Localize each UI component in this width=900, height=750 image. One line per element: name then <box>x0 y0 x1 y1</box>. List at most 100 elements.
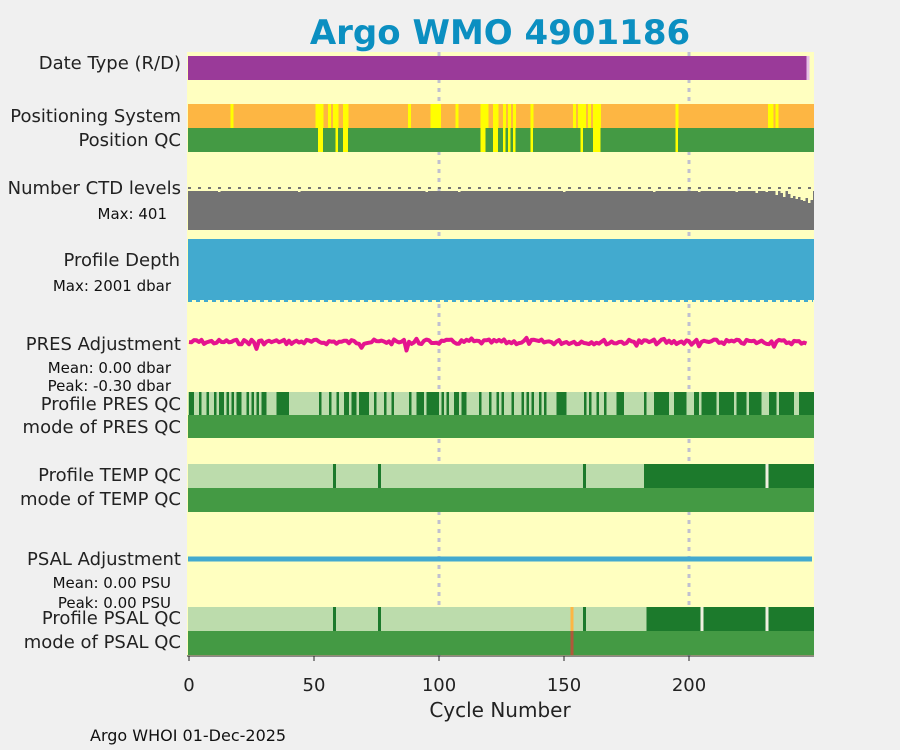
profile-pres-qc-mark <box>374 392 377 415</box>
ctd-level-notch <box>805 187 808 198</box>
positioning-system-flag <box>530 104 534 128</box>
label-mode-psal-qc: mode of PSAL QC <box>24 632 181 653</box>
profile-pres-qc-mark <box>279 392 282 415</box>
ctd-level-notch <box>735 187 738 192</box>
ctd-level-notch <box>653 187 656 192</box>
profile-pres-qc-mark <box>354 392 357 415</box>
label-positioning-system: Positioning System <box>10 106 181 127</box>
positioning-system-flag <box>315 104 319 128</box>
profile-pres-qc-mark <box>539 392 542 415</box>
profile-pres-qc-mark <box>364 392 367 415</box>
profile-pres-qc-mark <box>654 392 657 415</box>
profile-psal-qc-marker <box>583 607 586 631</box>
profile-pres-qc-mark <box>784 392 787 415</box>
ctd-level-notch <box>698 187 701 192</box>
mode-psal-qc-flag <box>570 631 574 655</box>
profile-temp-qc-marker <box>765 464 769 488</box>
profile-pres-qc-mark <box>336 392 339 415</box>
positioning-system-flag <box>578 104 581 128</box>
profile-pres-qc-mark <box>694 392 697 415</box>
positioning-system-flag <box>480 104 484 128</box>
ctd-level-notch <box>765 187 768 192</box>
label-ctd-levels: Number CTD levels <box>8 178 181 199</box>
profile-pres-qc-mark <box>246 392 249 415</box>
positioning-system-flag <box>433 104 436 128</box>
ctd-level-notch <box>808 187 811 203</box>
profile-pres-qc-mark <box>446 392 449 415</box>
profile-pres-qc-mark <box>431 392 434 415</box>
profile-pres-qc-mark <box>464 392 467 415</box>
profile-pres-qc-mark <box>676 392 679 415</box>
profile-pres-qc-mark <box>426 392 429 415</box>
profile-depth-bar <box>188 239 814 300</box>
label-ctd-max: Max: 401 <box>98 205 167 223</box>
profile-pres-qc-mark <box>754 392 757 415</box>
profile-pres-qc-mark <box>236 392 239 415</box>
profile-pres-qc-mark <box>189 392 192 415</box>
profile-pres-qc-mark <box>724 392 727 415</box>
profile-pres-qc-mark <box>351 392 354 415</box>
ctd-level-notch <box>413 187 416 191</box>
profile-pres-qc-mark <box>589 392 592 415</box>
profile-pres-qc-mark <box>759 392 762 415</box>
profile-psal-qc-marker <box>333 607 336 631</box>
profile-pres-qc-mark <box>454 392 457 415</box>
profile-pres-qc-mark <box>359 392 362 415</box>
profile-pres-qc-mark <box>479 392 482 415</box>
x-axis-label: Cycle Number <box>429 698 571 722</box>
profile-pres-qc-mark <box>729 392 732 415</box>
profile-pres-qc-mark <box>769 392 772 415</box>
profile-pres-qc-mark <box>264 392 267 415</box>
profile-pres-qc-mark <box>319 392 322 415</box>
position-qc-flag <box>513 128 516 152</box>
label-profile-temp-qc: Profile TEMP QC <box>38 465 181 486</box>
profile-pres-qc-mark <box>261 392 264 415</box>
profile-pres-qc-mark <box>526 392 529 415</box>
profile-psal-qc-marker <box>700 607 704 631</box>
grid-lines <box>437 52 691 656</box>
profile-pres-qc-mark <box>709 392 712 415</box>
positioning-system-bar <box>188 104 814 128</box>
ctd-level-notch <box>810 187 813 200</box>
profile-pres-qc-mark <box>409 392 412 415</box>
profile-pres-qc-mark <box>436 392 439 415</box>
profile-pres-qc-mark <box>361 392 364 415</box>
profile-pres-qc-mark <box>521 392 524 415</box>
mode-temp-qc-bar <box>188 488 814 512</box>
x-tick-label: 100 <box>422 675 456 696</box>
positioning-system-flag <box>483 104 486 128</box>
profile-temp-qc-marker <box>583 464 586 488</box>
position-qc-flag <box>483 128 486 152</box>
profile-pres-qc-mark <box>701 392 704 415</box>
position-qc-flag <box>320 128 323 152</box>
profile-pres-qc-mark <box>704 392 707 415</box>
profile-pres-qc-mark <box>366 392 369 415</box>
date-type-end <box>806 56 810 80</box>
ctd-level-notch <box>563 187 566 192</box>
ctd-level-notch <box>743 187 746 191</box>
profile-pres-qc-mark <box>674 392 677 415</box>
label-pres-adjustment: PRES Adjustment <box>26 334 181 355</box>
profile-pres-qc-mark <box>276 392 279 415</box>
ctd-levels-bar <box>188 191 814 230</box>
ctd-level-notch <box>425 187 428 192</box>
profile-pres-qc-mark <box>719 392 722 415</box>
position-qc-flag <box>508 128 511 152</box>
positioning-system-flag <box>593 104 596 128</box>
positioning-system-flag <box>580 104 584 128</box>
position-qc-flag <box>343 128 346 152</box>
ctd-level-notch <box>755 187 758 193</box>
profile-pres-qc-mark <box>744 392 747 415</box>
position-qc-flag <box>598 128 601 152</box>
profile-pres-qc-mark <box>419 392 422 415</box>
label-mode-temp-qc: mode of TEMP QC <box>20 489 181 510</box>
profile-pres-qc-mark <box>346 392 349 415</box>
position-qc-flag <box>318 128 321 152</box>
profile-pres-qc-mark <box>434 392 437 415</box>
positioning-system-flag <box>430 104 434 128</box>
positioning-system-flag <box>768 104 771 128</box>
profile-temp-qc-marker <box>333 464 336 488</box>
ctd-level-notch <box>783 187 786 197</box>
profile-pres-qc-mark <box>564 392 567 415</box>
label-date-type: Date Type (R/D) <box>39 53 181 74</box>
